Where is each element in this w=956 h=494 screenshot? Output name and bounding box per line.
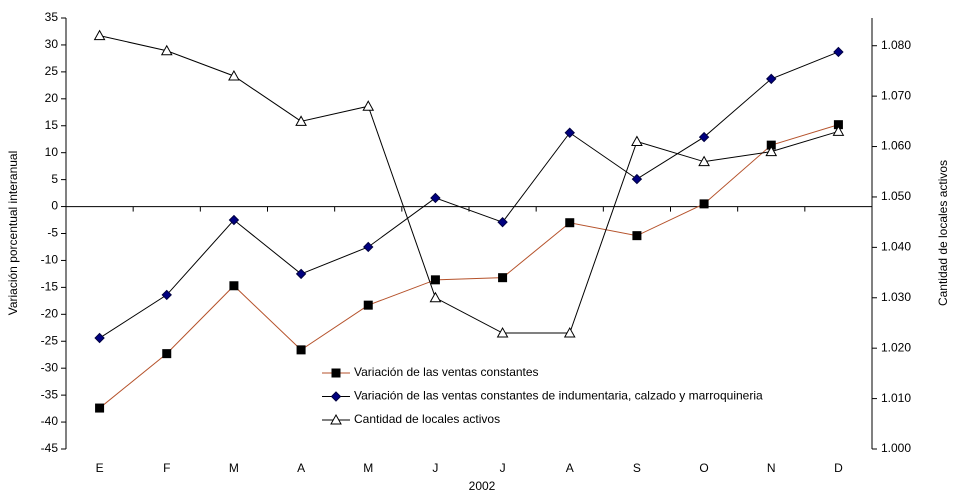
data-point bbox=[631, 135, 643, 147]
data-point bbox=[162, 349, 172, 359]
x-tick-label: A bbox=[566, 461, 574, 475]
y-tick-label: 25 bbox=[45, 64, 59, 78]
y2-tick-label: 1.080 bbox=[881, 38, 911, 52]
y-axis-title: Variación porcentual interanual bbox=[6, 151, 20, 316]
x-tick-label: J bbox=[500, 461, 506, 475]
data-point bbox=[93, 29, 106, 41]
data-point bbox=[295, 115, 307, 126]
series-line bbox=[99, 124, 839, 409]
legend-label: Variación de las ventas constantes de in… bbox=[354, 389, 763, 403]
data-point bbox=[295, 268, 307, 280]
x-axis-title: 2002 bbox=[469, 479, 496, 493]
data-point bbox=[228, 69, 240, 81]
data-point bbox=[497, 216, 508, 228]
y-tick-label: 0 bbox=[51, 199, 58, 213]
y-tick-label: 10 bbox=[45, 145, 59, 159]
legend-label: Variación de las ventas constantes bbox=[354, 365, 539, 379]
data-point bbox=[95, 403, 105, 413]
data-point bbox=[766, 73, 777, 85]
x-tick-label: F bbox=[163, 461, 170, 475]
data-point bbox=[363, 300, 373, 310]
data-point bbox=[296, 345, 306, 355]
y2-tick-label: 1.050 bbox=[881, 189, 911, 203]
data-point bbox=[631, 173, 643, 185]
data-point bbox=[832, 125, 845, 136]
y-tick-label: 15 bbox=[45, 118, 59, 132]
x-tick-label: S bbox=[633, 461, 641, 475]
x-tick-label: E bbox=[96, 461, 104, 475]
data-point bbox=[496, 327, 509, 338]
data-point bbox=[765, 145, 778, 157]
y-tick-label: -20 bbox=[41, 306, 59, 320]
data-point bbox=[698, 155, 710, 167]
x-tick-label: M bbox=[229, 461, 239, 475]
y-tick-label: -25 bbox=[41, 333, 59, 347]
x-tick-label: M bbox=[363, 461, 373, 475]
y-tick-label: 5 bbox=[51, 172, 58, 186]
x-tick-label: D bbox=[834, 461, 843, 475]
data-point bbox=[229, 281, 239, 291]
y2-tick-label: 1.030 bbox=[881, 290, 911, 304]
y-tick-label: 35 bbox=[45, 10, 59, 24]
y2-tick-label: 1.020 bbox=[881, 340, 911, 354]
data-point bbox=[430, 192, 441, 204]
x-tick-label: O bbox=[699, 461, 708, 475]
y-tick-label: -40 bbox=[41, 414, 59, 428]
data-point bbox=[564, 127, 575, 138]
y2-axis-title: Cantidad de locales activos bbox=[936, 160, 950, 306]
y-tick-label: -15 bbox=[41, 280, 59, 294]
data-point bbox=[228, 214, 240, 226]
x-tick-label: J bbox=[432, 461, 438, 475]
y-tick-label: -10 bbox=[41, 253, 59, 267]
data-point bbox=[698, 131, 710, 143]
y2-tick-label: 1.000 bbox=[881, 441, 911, 455]
y2-tick-label: 1.060 bbox=[881, 139, 911, 153]
series-line bbox=[99, 51, 839, 339]
legend-marker bbox=[331, 368, 341, 378]
data-point bbox=[498, 273, 508, 283]
data-point bbox=[833, 46, 844, 58]
y-tick-label: 20 bbox=[45, 91, 59, 105]
data-point bbox=[161, 289, 172, 301]
y-tick-label: 30 bbox=[45, 37, 59, 51]
y-tick-label: -5 bbox=[47, 226, 58, 240]
data-point bbox=[363, 241, 374, 253]
y2-tick-label: 1.070 bbox=[881, 88, 911, 102]
data-point bbox=[563, 327, 576, 338]
x-tick-label: A bbox=[297, 461, 305, 475]
y-tick-label: -35 bbox=[41, 387, 59, 401]
y2-tick-label: 1.040 bbox=[881, 240, 911, 254]
y2-tick-label: 1.010 bbox=[881, 391, 911, 405]
data-point bbox=[429, 291, 442, 303]
data-point bbox=[699, 199, 709, 209]
legend-marker bbox=[330, 391, 342, 402]
data-point bbox=[430, 275, 440, 285]
legend-marker bbox=[330, 413, 342, 425]
data-point bbox=[94, 332, 105, 344]
data-point bbox=[632, 231, 642, 241]
x-tick-label: N bbox=[767, 461, 776, 475]
legend-label: Cantidad de locales activos bbox=[354, 412, 500, 426]
series-line bbox=[99, 35, 839, 334]
data-point bbox=[565, 218, 575, 228]
y-tick-label: -30 bbox=[41, 360, 59, 374]
y-tick-label: -45 bbox=[41, 441, 59, 455]
data-point bbox=[160, 44, 173, 56]
data-point bbox=[362, 100, 375, 111]
